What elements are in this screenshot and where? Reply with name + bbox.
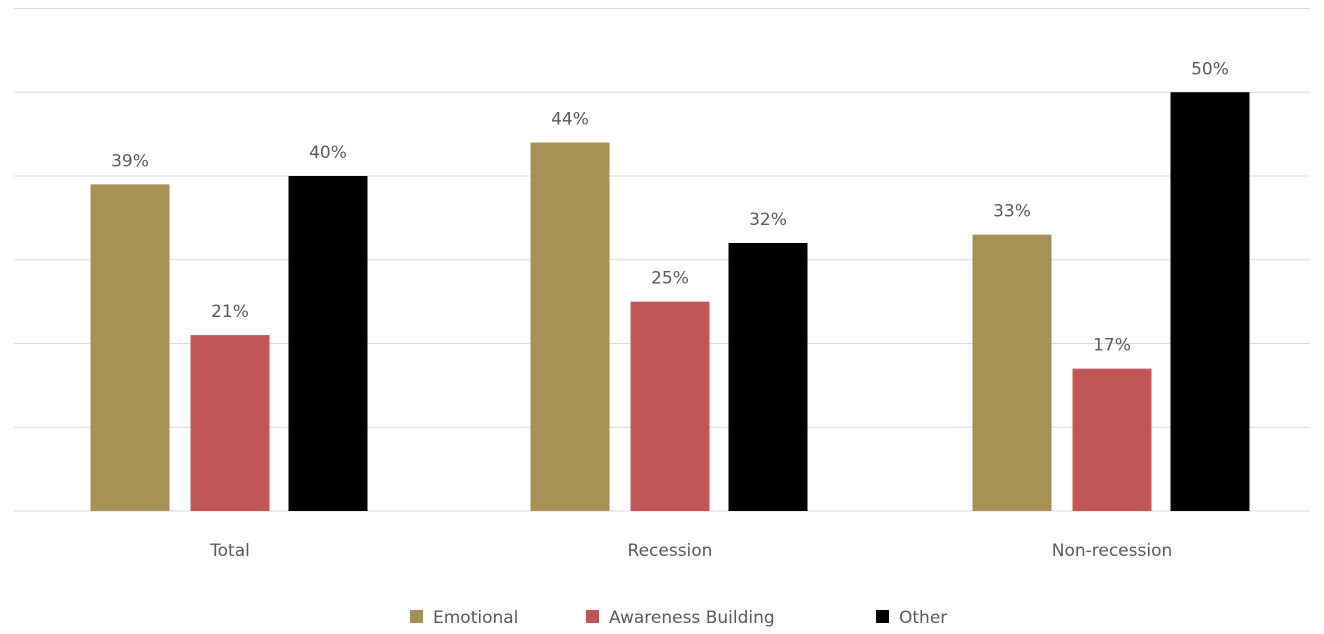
category-label: Recession [628,541,713,561]
category-label: Total [209,541,250,561]
value-label: 40% [309,143,347,163]
value-labels: 39% 44% 33% 21% 25% 17% 40% 32% 50% [111,59,1229,355]
value-label: 33% [993,202,1031,222]
value-label: 50% [1191,59,1229,79]
value-label: 17% [1093,336,1131,356]
legend-label: Other [899,608,947,628]
legend-item: Other [876,608,947,628]
value-label: 21% [211,302,249,322]
category-label: Non-recession [1052,541,1173,561]
bar-other [1170,92,1250,511]
value-label: 39% [111,151,149,171]
legend-label: Awareness Building [609,608,775,628]
bar-other [728,243,808,511]
bar-awareness-building [190,335,270,511]
legend: Emotional Awareness Building Other [410,608,947,628]
value-label: 32% [749,210,787,230]
value-label: 44% [551,110,589,130]
bar-emotional [530,142,610,511]
bar-emotional [90,184,170,511]
bars [90,92,1250,511]
legend-label: Emotional [433,608,518,628]
legend-item: Awareness Building [586,608,775,628]
legend-swatch [876,610,889,623]
legend-swatch [586,610,599,623]
legend-item: Emotional [410,608,518,628]
value-label: 25% [651,269,689,289]
legend-swatch [410,610,423,623]
bar-awareness-building [630,301,710,511]
bar-other [288,176,368,511]
bar-awareness-building [1072,368,1152,511]
bar-emotional [972,234,1052,511]
category-labels: Total Recession Non-recession [209,541,1172,561]
